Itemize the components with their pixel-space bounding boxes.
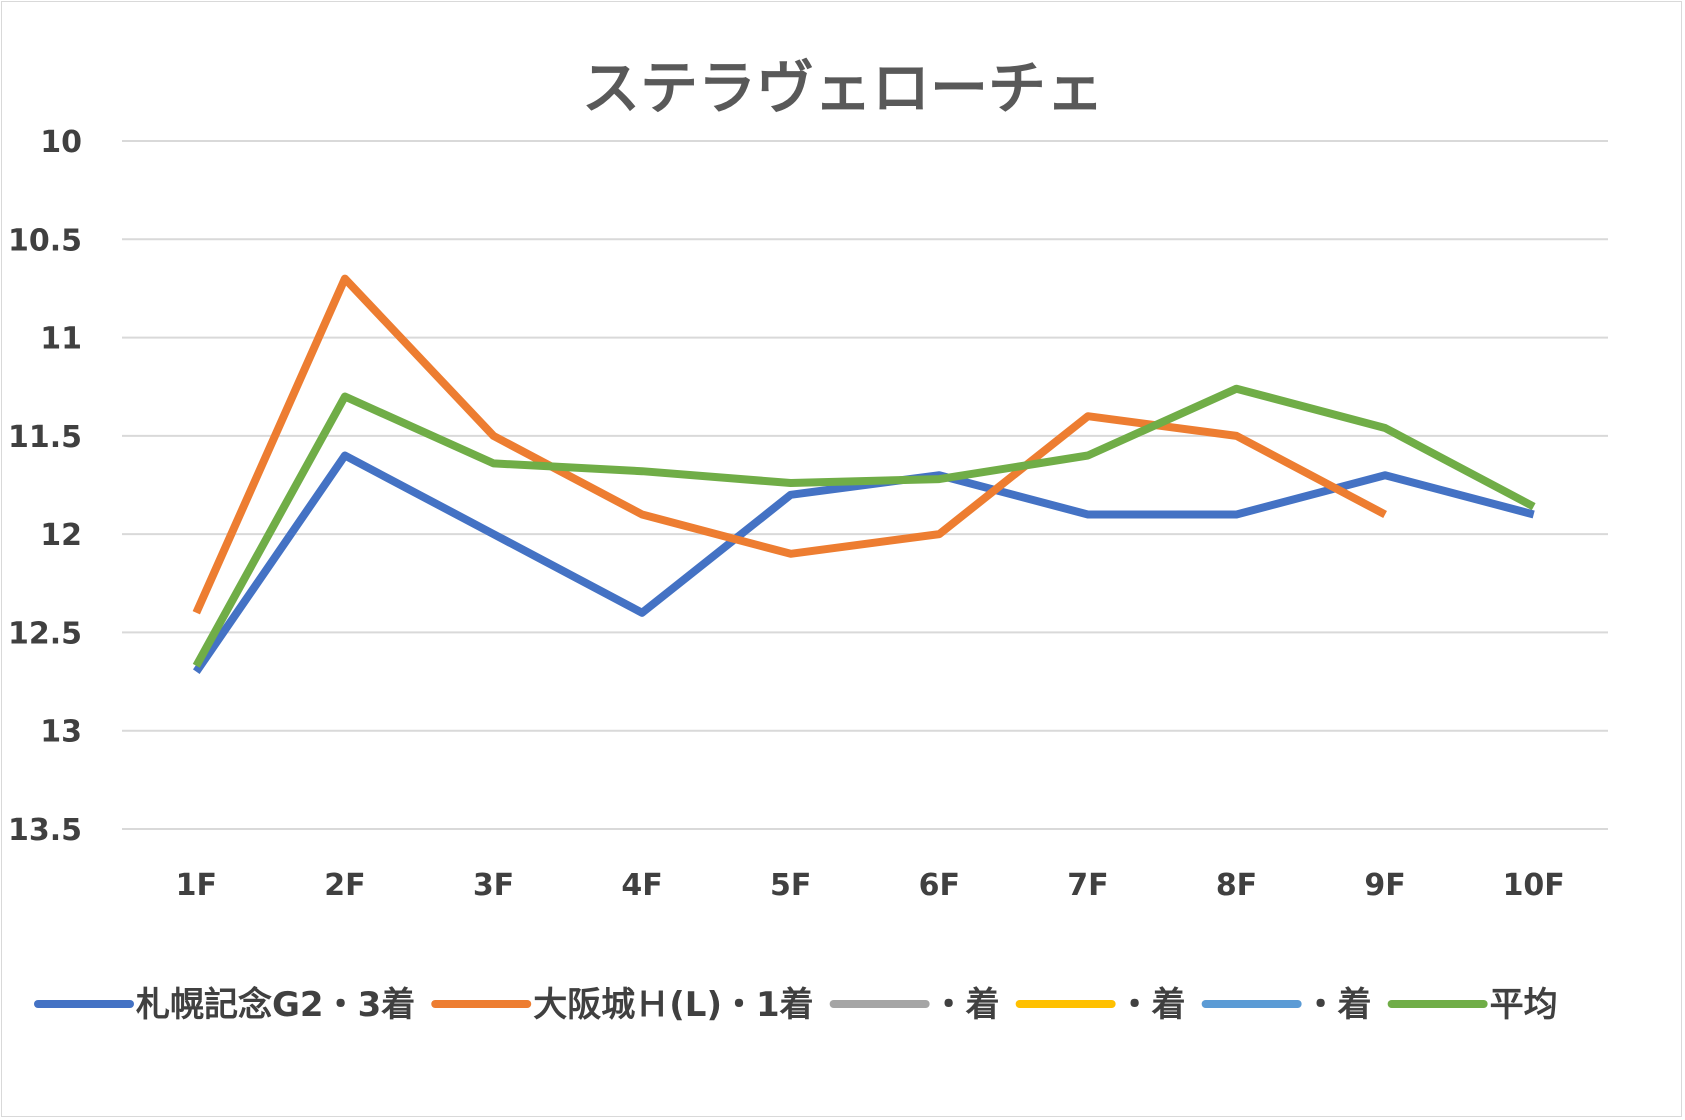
x-tick-label: 9F	[1364, 868, 1405, 903]
y-tick-label: 11.5	[8, 420, 82, 455]
series-lines	[192, 274, 1536, 674]
series-line-5	[192, 384, 1536, 668]
legend-item-1: 大阪城Ｈ(L)・1着	[431, 985, 814, 1025]
x-axis-ticks: 1F 2F 3F 4F 5F 6F 7F 8F 9F 10F	[176, 868, 1565, 903]
y-tick-label: 11	[40, 322, 82, 357]
y-tick-label: 10	[40, 125, 82, 160]
y-tick-label: 12.5	[8, 616, 82, 651]
x-tick-label: 1F	[176, 868, 217, 903]
legend: 札幌記念G2・3着 大阪城Ｈ(L)・1着 ・着 ・着 ・着 平均	[34, 985, 1558, 1025]
legend-label: ・着	[932, 985, 1000, 1025]
legend-label: 平均	[1490, 985, 1558, 1025]
legend-item-4: ・着	[1201, 985, 1372, 1025]
legend-label: ・着	[1118, 985, 1186, 1025]
x-tick-label: 8F	[1216, 868, 1257, 903]
legend-label: 大阪城Ｈ(L)・1着	[533, 985, 813, 1025]
chart-title: ステラヴェローチェ	[582, 54, 1104, 122]
legend-item-5: 平均	[1387, 985, 1558, 1025]
legend-item-2: ・着	[829, 985, 1000, 1025]
x-tick-label: 7F	[1067, 868, 1108, 903]
legend-label: ・着	[1304, 985, 1372, 1025]
y-tick-label: 12	[40, 518, 82, 553]
legend-label: 札幌記念G2・3着	[136, 985, 415, 1025]
x-tick-label: 5F	[770, 868, 811, 903]
gridlines	[122, 140, 1608, 830]
y-tick-label: 13.5	[8, 813, 82, 848]
legend-item-0: 札幌記念G2・3着	[34, 985, 415, 1025]
legend-item-3: ・着	[1015, 985, 1186, 1025]
x-tick-label: 4F	[621, 868, 662, 903]
y-tick-label: 13	[40, 715, 82, 750]
x-tick-label: 2F	[324, 868, 365, 903]
x-tick-label: 3F	[473, 868, 514, 903]
y-tick-label: 10.5	[8, 223, 82, 258]
series-line-1	[192, 274, 1387, 615]
x-tick-label: 10F	[1503, 868, 1565, 903]
x-tick-label: 6F	[919, 868, 960, 903]
y-axis-ticks: 10 10.5 11 11.5 12 12.5 13 13.5	[8, 125, 82, 848]
